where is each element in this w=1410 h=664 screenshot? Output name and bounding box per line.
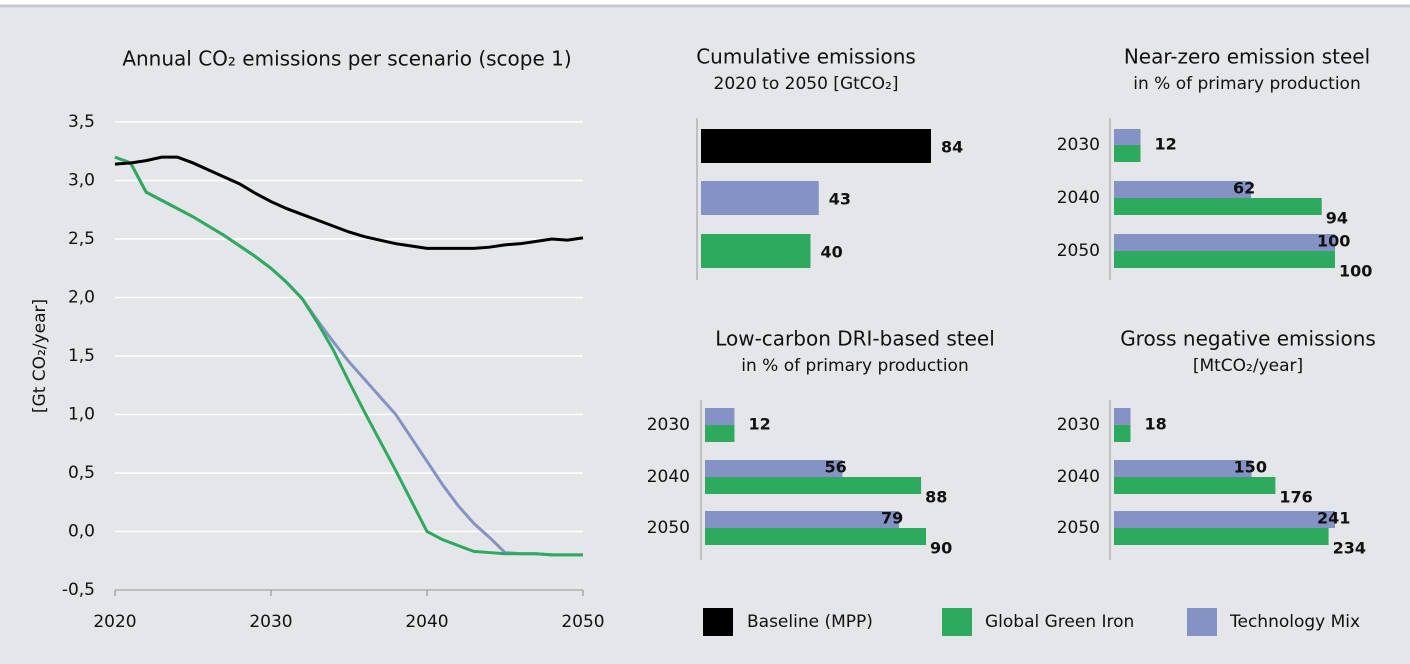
legend-swatch: [942, 608, 972, 636]
category-label: 2050: [1057, 518, 1100, 538]
bar: [701, 181, 819, 215]
x-tick-label: 2050: [561, 612, 604, 632]
chart-subtitle: [MtCO₂/year]: [1193, 356, 1303, 376]
category-label: 2030: [1057, 135, 1100, 155]
bar: [1114, 460, 1252, 477]
y-tick-label: 2,5: [68, 229, 95, 249]
series-line: [114, 155, 583, 557]
value-label: 40: [821, 243, 843, 262]
value-label: 150: [1234, 458, 1267, 477]
value-label: 43: [829, 190, 851, 209]
value-label: 90: [930, 539, 952, 558]
value-label: 176: [1279, 488, 1312, 507]
y-tick-label: 0,5: [68, 463, 95, 483]
chart-title: Annual CO₂ emissions per scenario (scope…: [122, 47, 571, 71]
category-label: 2030: [1057, 415, 1100, 435]
chart-title: Near-zero emission steel: [1124, 45, 1370, 69]
chart-subtitle: in % of primary production: [741, 356, 968, 376]
category-label: 2030: [647, 415, 690, 435]
bar: [701, 129, 931, 163]
y-tick-label: 0,0: [68, 522, 95, 542]
category-label: 2040: [1057, 188, 1100, 208]
y-tick-label: -0,5: [62, 580, 95, 600]
chart-subtitle: in % of primary production: [1133, 74, 1360, 94]
x-tick-label: 2040: [405, 612, 448, 632]
value-label: 18: [1145, 415, 1167, 434]
bar: [705, 460, 843, 477]
category-label: 2050: [1057, 241, 1100, 261]
bar: [1114, 251, 1335, 268]
bar: [1114, 511, 1335, 528]
top-strip: [0, 0, 1410, 6]
chart-title: Gross negative emissions: [1120, 327, 1376, 351]
y-axis-label: [Gt CO₂/year]: [30, 299, 50, 413]
bar: [1114, 198, 1322, 215]
y-tick-label: 1,0: [68, 405, 95, 425]
y-tick-label: 2,0: [68, 288, 95, 308]
legend-swatch: [1187, 608, 1217, 636]
chart-title: Low-carbon DRI-based steel: [715, 327, 995, 351]
bar: [1114, 145, 1141, 162]
bar: [705, 477, 922, 494]
value-label: 79: [881, 509, 903, 528]
bar: [1114, 129, 1141, 145]
bar: [705, 408, 735, 425]
value-label: 234: [1333, 539, 1366, 558]
value-label: 12: [748, 415, 770, 434]
bar: [1114, 408, 1131, 425]
value-label: 100: [1339, 262, 1372, 281]
value-label: 56: [825, 458, 847, 477]
bar: [1114, 425, 1131, 442]
bar: [705, 425, 735, 442]
value-label: 94: [1326, 209, 1348, 228]
series-line: [114, 155, 584, 250]
bar: [1114, 234, 1335, 251]
bar: [1114, 528, 1329, 545]
category-label: 2040: [647, 467, 690, 487]
category-label: 2040: [1057, 467, 1100, 487]
x-tick-label: 2030: [249, 612, 292, 632]
x-tick-label: 2020: [93, 612, 136, 632]
legend-label: Baseline (MPP): [747, 612, 873, 632]
value-label: 62: [1233, 179, 1255, 198]
chart-title: Cumulative emissions: [696, 45, 916, 69]
bar: [1114, 477, 1276, 494]
y-tick-label: 3,5: [68, 112, 95, 132]
legend-swatch: [703, 608, 733, 636]
value-label: 12: [1155, 135, 1177, 154]
bar: [705, 528, 926, 545]
y-tick-label: 1,5: [68, 346, 95, 366]
value-label: 84: [941, 138, 963, 157]
bar: [705, 511, 899, 528]
legend-label: Technology Mix: [1229, 612, 1360, 632]
bar: [701, 234, 811, 268]
value-label: 241: [1317, 509, 1350, 528]
bar: [1114, 181, 1252, 198]
value-label: 100: [1317, 232, 1350, 251]
category-label: 2050: [647, 518, 690, 538]
y-tick-label: 3,0: [68, 171, 95, 191]
chart-subtitle: 2020 to 2050 [GtCO₂]: [714, 74, 899, 94]
value-label: 88: [925, 488, 947, 507]
legend-label: Global Green Iron: [985, 612, 1134, 632]
